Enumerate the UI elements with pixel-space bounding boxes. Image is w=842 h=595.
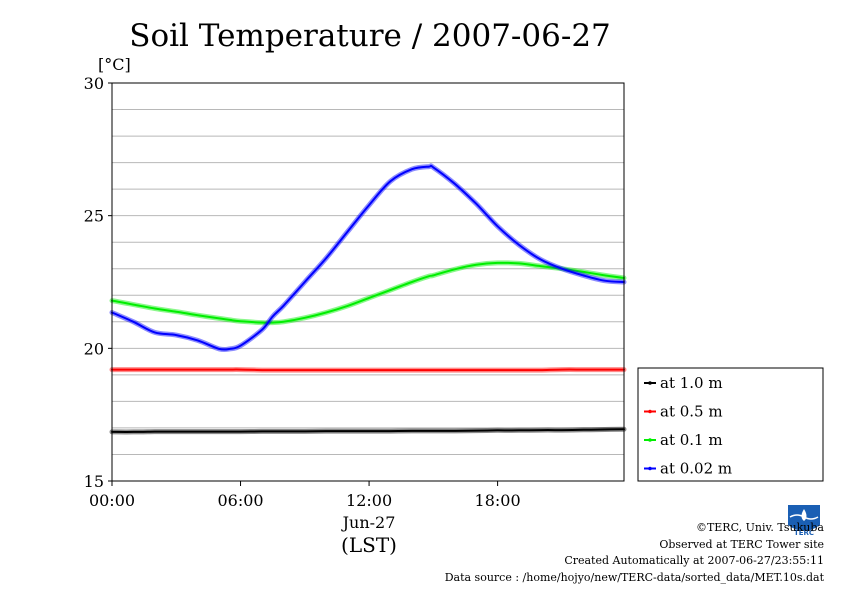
legend-box (637, 367, 824, 482)
y-tick-labels: 15 20 25 30 (84, 74, 112, 491)
x-date-label: Jun-27 (341, 513, 396, 532)
legend-marker (648, 409, 652, 414)
plot-frame (111, 82, 625, 482)
x-tick-label: 06:00 (217, 491, 263, 510)
observed-text: Observed at TERC Tower site (659, 537, 824, 551)
x-tick-label: 12:00 (346, 491, 392, 510)
x-axis-title: (LST) (341, 533, 397, 557)
y-tick-label: 25 (84, 207, 104, 226)
logo-text: TERC (794, 529, 814, 537)
y-tick-label: 15 (84, 472, 104, 491)
series-line-at-0-5-m (111, 368, 625, 372)
legend-label: at 0.5 m (660, 403, 723, 421)
terc-logo: TERC (784, 503, 824, 537)
logo-wave-shape (789, 514, 819, 520)
legend-label: at 0.1 m (660, 431, 723, 449)
source-text: Data source : /home/hojyo/new/TERC-data/… (444, 570, 824, 584)
y-tick-label: 20 (84, 339, 104, 358)
x-tick-labels: 00:00 06:00 12:00 18:00 (89, 481, 521, 510)
created-text: Created Automatically at 2007-06-27/23:5… (564, 554, 824, 567)
y-axis-unit-label: [°C] (98, 55, 131, 74)
legend: at 1.0 m at 0.5 m at 0.1 m at 0.02 m (637, 367, 824, 482)
x-tick-label: 00:00 (89, 491, 135, 510)
copyright-text: ©TERC, Univ. Tsukuba (695, 521, 824, 534)
series-line-at-0-1-m (111, 261, 625, 324)
x-tick-label: 18:00 (475, 491, 521, 510)
legend-label: at 0.02 m (660, 460, 732, 478)
legend-marker (648, 438, 652, 442)
footer-info: ©TERC, Univ. Tsukuba Observed at TERC To… (445, 520, 824, 586)
series-lines (109, 163, 627, 435)
legend-marker (648, 381, 652, 385)
series-line-at-1-0-m (111, 428, 625, 433)
grid-lines (112, 109, 624, 455)
chart-title: Soil Temperature / 2007-06-27 (129, 18, 611, 54)
legend-label: at 1.0 m (660, 374, 723, 392)
series-line-at-0-02-m (111, 164, 625, 351)
legend-marker (648, 466, 652, 471)
y-tick-label: 30 (84, 74, 104, 93)
